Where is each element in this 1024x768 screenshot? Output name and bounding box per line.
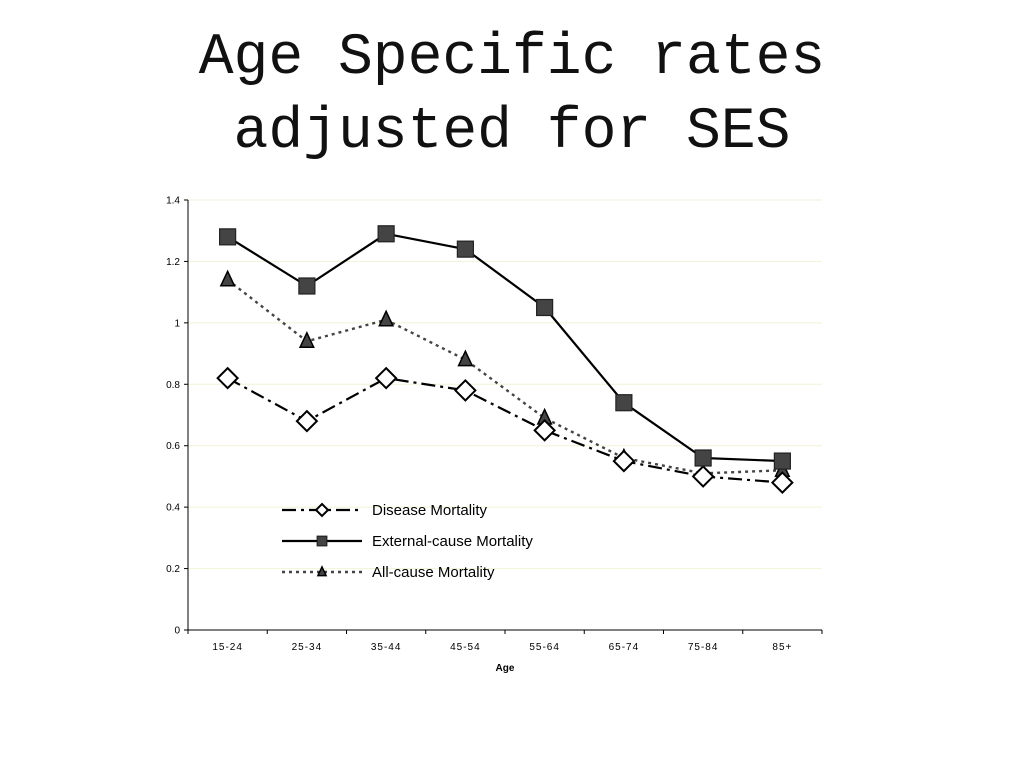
- x-tick-label: 65-74: [609, 642, 640, 653]
- data-point: [216, 366, 240, 390]
- grid-lines: [188, 199, 822, 570]
- data-point: [298, 331, 315, 348]
- y-tick-label: 1: [174, 318, 180, 329]
- data-point: [374, 366, 398, 390]
- series-line: [227, 377, 783, 484]
- data-point: [457, 349, 474, 367]
- legend-item: Disease Mortality: [282, 502, 488, 519]
- series-disease-mortality: [216, 366, 794, 494]
- data-point: [612, 449, 636, 473]
- series-all-cause-mortality: [219, 269, 791, 481]
- data-point: [298, 277, 316, 295]
- legend-label: All-cause Mortality: [372, 564, 495, 581]
- x-tick-label: 55-64: [529, 642, 560, 653]
- legend-item: External-cause Mortality: [282, 533, 533, 550]
- data-point: [378, 309, 395, 327]
- series-line: [227, 232, 783, 463]
- legend-marker: [314, 502, 330, 518]
- x-axis-title: Age: [496, 663, 515, 674]
- y-tick-label: 0.8: [166, 380, 180, 391]
- y-tick-label: 0: [174, 626, 180, 637]
- y-tick-label: 1.2: [166, 257, 180, 268]
- y-tick-label: 0.6: [166, 441, 180, 452]
- data-point: [536, 298, 554, 317]
- data-point: [694, 449, 712, 467]
- series-line: [226, 278, 783, 475]
- y-tick-label: 0.4: [166, 503, 180, 514]
- legend-item: All-cause Mortality: [282, 564, 495, 581]
- y-tick-label: 0.2: [166, 564, 180, 575]
- x-tick-label: 15-24: [212, 642, 243, 653]
- data-point: [377, 225, 395, 243]
- data-point: [615, 394, 633, 412]
- data-point: [453, 379, 477, 402]
- chart-axes: 0 0.2 0.4 0.6 0.8 1 1.2 1.4 15-24 25-34 35-44 45-54…: [166, 196, 823, 653]
- legend-label: External-cause Mortality: [372, 533, 533, 550]
- legend-marker: [316, 565, 328, 577]
- data-point: [456, 240, 474, 258]
- x-tick-label: 35-44: [371, 642, 402, 653]
- x-tick-label: 85+: [772, 642, 792, 653]
- data-point: [219, 269, 236, 287]
- slide-title-line-2: adjusted for SES: [233, 100, 791, 165]
- data-point: [219, 228, 237, 246]
- y-tick-label: 1.4: [166, 196, 180, 207]
- legend-label: Disease Mortality: [372, 502, 488, 519]
- slide-title-line-1: Age Specific rates: [198, 26, 826, 91]
- series-external-cause-mortality: [219, 225, 791, 470]
- x-tick-label: 25-34: [292, 642, 323, 653]
- x-tick-label: 75-84: [688, 642, 719, 653]
- data-point: [533, 418, 557, 442]
- legend-marker: [316, 535, 328, 547]
- chart-legend: Disease Mortality External-cause Mortalit…: [282, 502, 533, 581]
- data-point: [773, 452, 791, 470]
- chart-series: [216, 225, 794, 494]
- data-point: [295, 409, 319, 433]
- data-point: [770, 471, 794, 494]
- data-point: [691, 465, 715, 488]
- x-tick-label: 45-54: [450, 642, 481, 653]
- slide-title: Age Specific rates adjusted for SES: [0, 22, 1024, 170]
